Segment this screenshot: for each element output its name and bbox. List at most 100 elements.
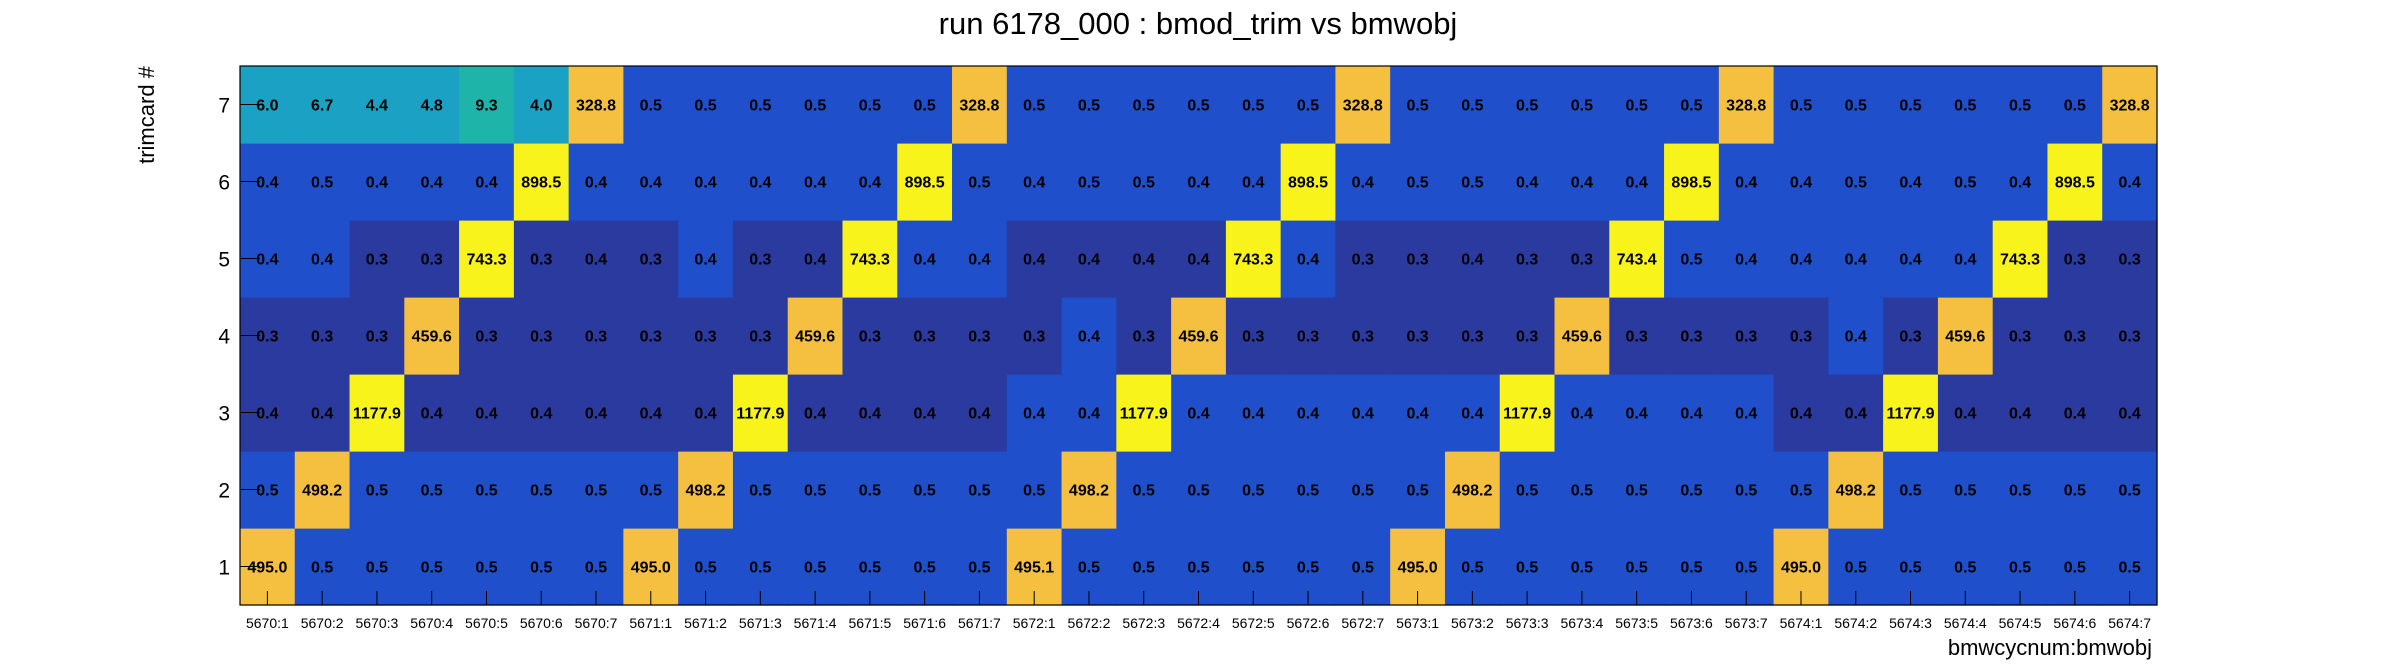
cell-value-label: 0.3 — [640, 252, 662, 269]
cell-value-label: 0.4 — [859, 175, 881, 192]
heatmap-cell — [404, 143, 460, 221]
x-tick-label: 5672:2 — [1068, 615, 1111, 631]
heatmap-cell — [1554, 297, 1610, 375]
cell-value-label: 0.3 — [1406, 252, 1428, 269]
cell-value-label: 898.5 — [521, 175, 561, 192]
cell-value-label: 0.5 — [859, 98, 881, 115]
cell-value-label: 0.3 — [1680, 329, 1702, 346]
cell-value-label: 898.5 — [905, 175, 945, 192]
heatmap-cell — [1171, 451, 1227, 529]
cell-value-label: 328.8 — [1726, 98, 1766, 115]
heatmap-cell — [1116, 374, 1172, 452]
heatmap-cell — [459, 220, 515, 298]
heatmap-cell — [1937, 66, 1994, 144]
cell-value-label: 0.3 — [1899, 329, 1921, 346]
heatmap-cell — [1499, 143, 1556, 221]
cell-value-label: 0.3 — [749, 252, 771, 269]
x-tick-label: 5673:1 — [1396, 615, 1439, 631]
heatmap-cell — [1390, 143, 1446, 221]
heatmap-cell — [294, 143, 351, 221]
heatmap-cell — [294, 374, 351, 452]
cell-value-label: 0.4 — [1899, 175, 1921, 192]
heatmap-cell — [732, 451, 789, 529]
cell-value-label: 0.5 — [2009, 560, 2031, 577]
heatmap-cell — [1828, 143, 1884, 221]
cell-value-label: 0.4 — [1406, 406, 1428, 423]
heatmap-cell — [349, 220, 405, 298]
x-tick-label: 5674:1 — [1780, 615, 1823, 631]
cell-value-label: 0.5 — [804, 483, 826, 500]
cell-value-label: 0.5 — [366, 483, 388, 500]
x-tick-label: 5671:2 — [684, 615, 727, 631]
cell-value-label: 0.3 — [366, 329, 388, 346]
heatmap-cell — [349, 143, 405, 221]
x-tick-label: 5672:6 — [1287, 615, 1330, 631]
heatmap-cell — [1171, 143, 1227, 221]
heatmap-cell — [897, 66, 953, 144]
heatmap-cell — [1280, 220, 1337, 298]
cell-value-label: 0.5 — [694, 560, 716, 577]
cell-value-label: 0.4 — [585, 252, 607, 269]
cell-value-label: 0.4 — [968, 252, 990, 269]
cell-value-label: 0.5 — [1845, 98, 1867, 115]
heatmap-cell — [1718, 374, 1775, 452]
cell-value-label: 0.4 — [1790, 406, 1812, 423]
cell-value-label: 0.4 — [640, 406, 662, 423]
heatmap-cell — [1718, 220, 1775, 298]
cell-value-label: 328.8 — [959, 98, 999, 115]
x-tick-label: 5670:6 — [520, 615, 563, 631]
cell-value-label: 0.3 — [1516, 329, 1538, 346]
heatmap-cell — [1554, 451, 1610, 529]
cell-value-label: 0.5 — [1954, 175, 1976, 192]
cell-value-label: 0.5 — [1954, 98, 1976, 115]
cell-value-label: 0.4 — [804, 406, 826, 423]
cell-value-label: 0.5 — [1187, 98, 1209, 115]
cell-value-label: 495.1 — [1014, 560, 1054, 577]
heatmap-cell — [1499, 220, 1556, 298]
cell-value-label: 0.5 — [1626, 560, 1648, 577]
cell-value-label: 0.5 — [694, 98, 716, 115]
heatmap-cell — [1937, 374, 1994, 452]
heatmap-cell — [2047, 66, 2103, 144]
heatmap-cell — [2047, 451, 2103, 529]
cell-value-label: 0.4 — [2009, 175, 2031, 192]
cell-value-label: 495.0 — [1781, 560, 1821, 577]
cell-value-label: 4.4 — [366, 98, 388, 115]
cell-value-label: 0.5 — [1406, 98, 1428, 115]
cell-value-label: 0.3 — [1023, 329, 1045, 346]
cell-value-label: 0.5 — [311, 560, 333, 577]
heatmap-cell — [1171, 66, 1227, 144]
cell-value-label: 0.4 — [1187, 252, 1209, 269]
cell-value-label: 0.5 — [421, 560, 443, 577]
heatmap-cell — [1883, 451, 1939, 529]
heatmap-cell — [1609, 297, 1665, 375]
cell-value-label: 0.3 — [1571, 252, 1593, 269]
cell-value-label: 0.4 — [1735, 252, 1757, 269]
cell-value-label: 0.5 — [968, 175, 990, 192]
heatmap-cell — [897, 220, 953, 298]
heatmap-cell — [1225, 374, 1282, 452]
heatmap-cell — [1937, 143, 1994, 221]
heatmap-cell — [1718, 66, 1775, 144]
cell-value-label: 0.5 — [2064, 98, 2086, 115]
cell-value-label: 0.4 — [1790, 175, 1812, 192]
cell-value-label: 0.4 — [1516, 175, 1538, 192]
heatmap-cell — [1828, 451, 1884, 529]
cell-value-label: 0.4 — [475, 175, 497, 192]
cell-value-label: 0.5 — [640, 483, 662, 500]
cell-value-label: 0.4 — [585, 406, 607, 423]
cell-value-label: 0.4 — [1571, 175, 1593, 192]
heatmap-cell — [349, 297, 405, 375]
cell-value-label: 0.3 — [859, 329, 881, 346]
cell-value-label: 498.2 — [302, 483, 342, 500]
cell-value-label: 459.6 — [795, 329, 835, 346]
heatmap-cell — [1006, 451, 1063, 529]
cell-value-label: 0.5 — [1571, 560, 1593, 577]
cell-value-label: 0.3 — [640, 329, 662, 346]
cell-value-label: 0.4 — [585, 175, 607, 192]
x-tick-label: 5674:7 — [2108, 615, 2151, 631]
cell-value-label: 0.5 — [2064, 483, 2086, 500]
heatmap-cell — [1773, 66, 1829, 144]
heatmap-cell — [1664, 451, 1720, 529]
heatmap-cell — [568, 143, 624, 221]
